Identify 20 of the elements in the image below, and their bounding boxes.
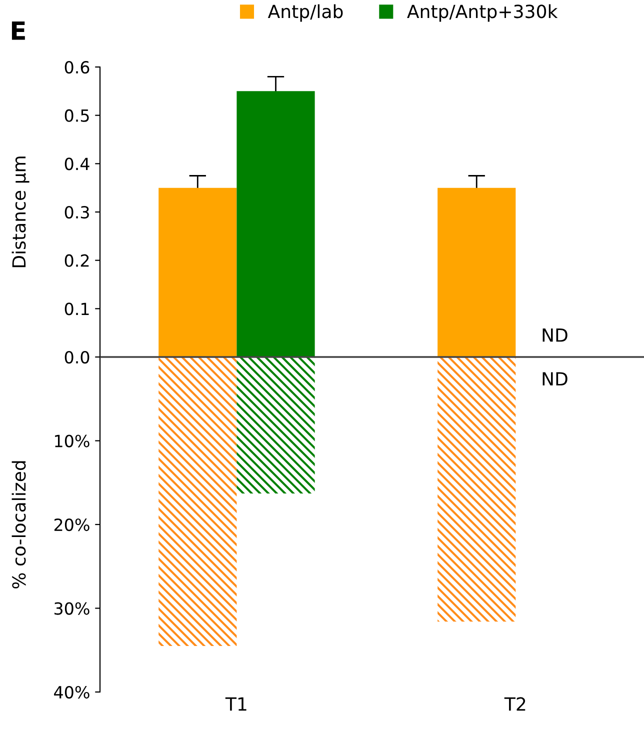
text: ND (542, 372, 568, 386)
y-tick-label: 40% (54, 686, 90, 699)
y-tick-label: 0.4 (64, 158, 90, 170)
y-axis-title: % co-localized (12, 461, 26, 588)
y-tick-label: 0.5 (64, 109, 89, 122)
x-tick-label: T2 (504, 697, 526, 711)
text: E (12, 21, 25, 40)
y-tick-label: 20% (54, 518, 90, 532)
y-tick-label: 10% (55, 434, 90, 448)
y-tick-label: 0.2 (64, 254, 89, 267)
text: ND (542, 328, 568, 342)
legend-label: Antp/lab (268, 4, 343, 22)
x-tick-label: T1 (225, 697, 246, 711)
y-axis-title: Distance µm (12, 156, 30, 268)
y-tick-label: 0.6 (64, 60, 90, 74)
y-tick-label: 30% (54, 602, 90, 615)
legend-label: Antp/Antp+330k (407, 4, 558, 22)
y-tick-label: 0.0 (64, 350, 90, 364)
y-tick-label: 0.1 (64, 302, 89, 316)
y-tick-label: 0.3 (64, 206, 89, 219)
